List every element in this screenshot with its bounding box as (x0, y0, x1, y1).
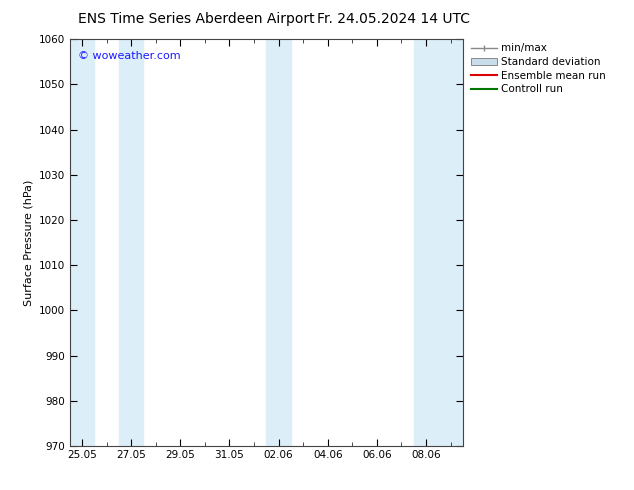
Bar (266, 39, 291, 446)
Text: Fr. 24.05.2024 14 UTC: Fr. 24.05.2024 14 UTC (316, 12, 470, 26)
Legend: min/max, Standard deviation, Ensemble mean run, Controll run: min/max, Standard deviation, Ensemble me… (467, 39, 610, 98)
Y-axis label: Surface Pressure (hPa): Surface Pressure (hPa) (23, 179, 33, 306)
Text: ENS Time Series Aberdeen Airport: ENS Time Series Aberdeen Airport (78, 12, 315, 26)
Bar (413, 39, 463, 446)
Text: © woweather.com: © woweather.com (77, 51, 180, 61)
Bar (70, 39, 94, 446)
Bar (119, 39, 143, 446)
